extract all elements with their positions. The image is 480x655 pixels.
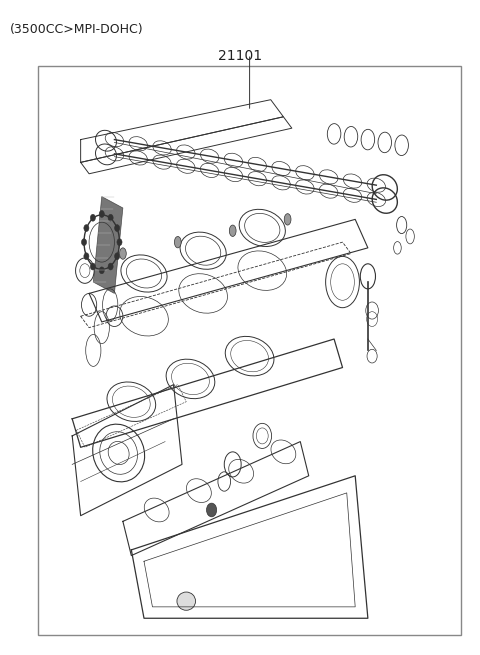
Ellipse shape bbox=[115, 253, 120, 259]
Text: 21101: 21101 bbox=[218, 48, 262, 63]
Ellipse shape bbox=[229, 225, 236, 236]
Ellipse shape bbox=[90, 214, 96, 221]
Ellipse shape bbox=[120, 248, 126, 259]
Ellipse shape bbox=[108, 214, 113, 221]
Ellipse shape bbox=[82, 238, 86, 246]
Ellipse shape bbox=[284, 214, 291, 225]
Ellipse shape bbox=[177, 592, 195, 610]
Ellipse shape bbox=[206, 503, 216, 517]
Ellipse shape bbox=[99, 210, 104, 217]
Ellipse shape bbox=[84, 253, 89, 259]
Ellipse shape bbox=[99, 267, 104, 274]
Ellipse shape bbox=[174, 236, 181, 248]
Ellipse shape bbox=[84, 225, 89, 231]
Ellipse shape bbox=[115, 225, 120, 231]
Polygon shape bbox=[93, 196, 123, 293]
Ellipse shape bbox=[108, 263, 113, 270]
Ellipse shape bbox=[90, 263, 96, 270]
Ellipse shape bbox=[117, 238, 122, 246]
Text: (3500CC>MPI-DOHC): (3500CC>MPI-DOHC) bbox=[10, 23, 143, 36]
